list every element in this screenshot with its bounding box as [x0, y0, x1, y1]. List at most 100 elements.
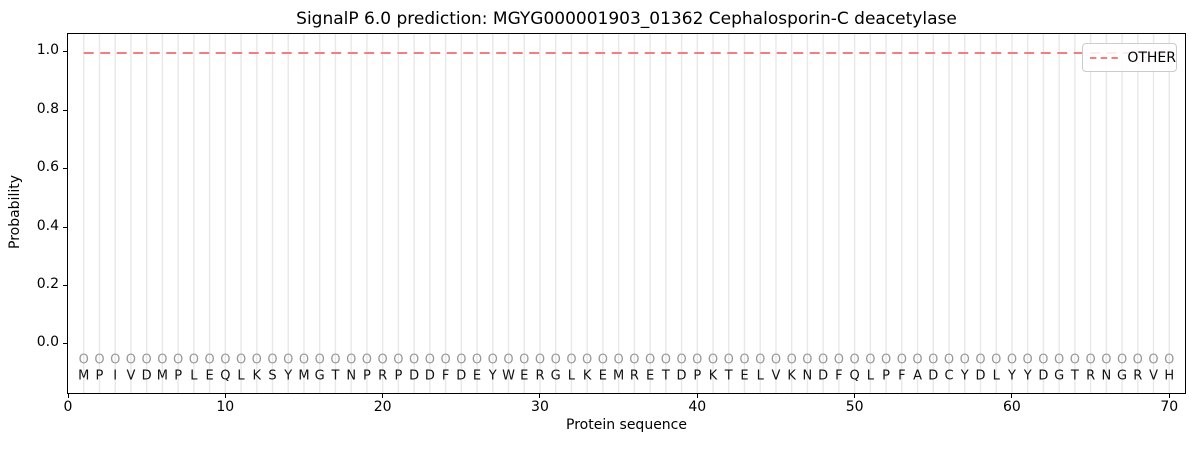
sequence-letter: Q [220, 369, 230, 384]
predicted-label-marker: O [1070, 353, 1080, 368]
predicted-label-marker: O [865, 353, 875, 368]
sequence-letter: D [456, 369, 466, 384]
predicted-label-marker: O [220, 353, 230, 368]
sequence-letter: Y [488, 369, 497, 384]
predicted-label-marker: O [535, 353, 545, 368]
y-tick-mark [63, 51, 68, 53]
legend-label-other: OTHER [1127, 49, 1176, 66]
sequence-letter: D [677, 369, 687, 384]
predicted-label-marker: O [503, 353, 513, 368]
y-tick-label: 0.0 [36, 334, 59, 351]
predicted-label-marker: O [771, 353, 781, 368]
sequence-letter: P [96, 369, 104, 384]
x-axis-label: Protein sequence [566, 417, 687, 433]
sequence-letter: K [583, 369, 592, 384]
predicted-label-marker: O [1038, 353, 1048, 368]
predicted-label-marker: O [975, 353, 985, 368]
sequence-letter: H [1164, 369, 1174, 384]
y-tick-mark [63, 284, 68, 286]
sequence-letter: R [630, 369, 639, 384]
x-tick-mark [854, 393, 856, 398]
sequence-letter: D [409, 369, 419, 384]
x-tick-label: 20 [373, 399, 392, 415]
x-tick-mark [224, 393, 226, 398]
sequence-letter: N [1101, 369, 1111, 384]
sequence-letter: Y [960, 369, 969, 384]
sequence-letter: V [1149, 369, 1158, 384]
predicted-label-marker: O [818, 353, 828, 368]
predicted-label-marker: O [315, 353, 325, 368]
sequence-letter: F [835, 369, 842, 384]
predicted-label-marker: O [802, 353, 812, 368]
predicted-label-marker: O [1023, 353, 1033, 368]
predicted-label-marker: O [755, 353, 765, 368]
sequence-letter: S [268, 369, 276, 384]
sequence-letter: Y [1023, 369, 1032, 384]
x-tick-label: 60 [1003, 399, 1021, 415]
predicted-label-marker: O [692, 353, 702, 368]
predicted-label-marker: O [346, 353, 356, 368]
predicted-label-marker: O [944, 353, 954, 368]
sequence-letter: E [473, 369, 481, 384]
sequence-letter: V [772, 369, 781, 384]
predicted-label-marker: O [566, 353, 576, 368]
sequence-letter: M [78, 369, 89, 384]
predicted-label-marker: O [393, 353, 403, 368]
predicted-label-marker: O [739, 353, 749, 368]
predicted-label-marker: O [425, 353, 435, 368]
predicted-label-marker: O [834, 353, 844, 368]
x-tick-label: 30 [531, 399, 549, 415]
predicted-label-marker: O [330, 353, 340, 368]
sequence-letter: L [757, 369, 765, 384]
sequence-letter: M [157, 369, 168, 384]
sequence-letter: E [646, 369, 654, 384]
predicted-label-marker: O [1007, 353, 1017, 368]
predicted-label-marker: O [991, 353, 1001, 368]
sequence-letter: A [913, 369, 922, 384]
sequence-letter: R [378, 369, 387, 384]
legend: OTHER [1082, 43, 1177, 72]
sequence-letter: L [237, 369, 245, 384]
predicted-label-marker: O [189, 353, 199, 368]
sequence-letter: R [1133, 369, 1142, 384]
sequence-letter: F [442, 369, 449, 384]
legend-dashed-line-sample [1090, 56, 1120, 59]
sequence-letter: P [394, 369, 402, 384]
predicted-label-marker: O [960, 353, 970, 368]
predicted-label-marker: O [1133, 353, 1143, 368]
sequence-letter: P [693, 369, 701, 384]
y-axis-ticks: 0.0 0.2 0.4 0.6 0.8 1.0 [0, 33, 68, 392]
x-axis-ticks: 0 10 20 30 40 50 60 70 [64, 393, 1185, 417]
x-tick-mark [696, 393, 698, 398]
sequence-letter: N [346, 369, 356, 384]
predicted-label-marker: O [787, 353, 797, 368]
sequence-letter: T [1070, 369, 1079, 384]
predicted-label-marker: O [1101, 353, 1111, 368]
y-tick-mark [63, 226, 68, 228]
y-tick-mark [63, 343, 68, 345]
predicted-label-marker: O [126, 353, 136, 368]
predicted-label-marker: O [724, 353, 734, 368]
x-tick-mark [67, 393, 69, 398]
sequence-letter: D [425, 369, 435, 384]
sequence-letter: L [568, 369, 576, 384]
predicted-label-marker: O [1085, 353, 1095, 368]
predicted-label-marker: O [629, 353, 639, 368]
sequence-letter: L [190, 369, 198, 384]
sequence-letter: K [787, 369, 796, 384]
sequence-letter: R [1086, 369, 1095, 384]
x-tick-mark [1011, 393, 1013, 398]
sequence-letter: L [867, 369, 875, 384]
sequence-letter: P [174, 369, 182, 384]
predicted-label-marker: O [440, 353, 450, 368]
sequence-letter: R [535, 369, 544, 384]
y-tick-mark [63, 109, 68, 111]
sequence-letter: M [298, 369, 309, 384]
x-tick-mark [1168, 393, 1170, 398]
sequence-letter: T [724, 369, 733, 384]
sequence-letter: D [142, 369, 152, 384]
y-tick-mark [63, 168, 68, 170]
predicted-label-marker: O [881, 353, 891, 368]
sequence-letter: E [520, 369, 528, 384]
